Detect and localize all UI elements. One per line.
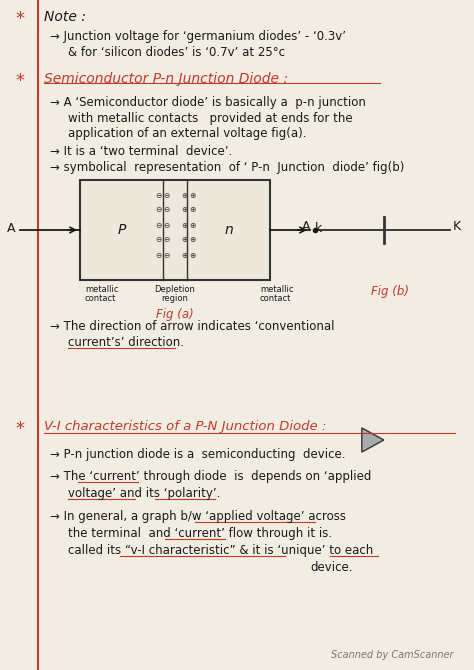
Text: Fig (b): Fig (b)	[371, 285, 409, 298]
Text: metallic: metallic	[85, 285, 118, 294]
Text: ⊖: ⊖	[155, 220, 161, 230]
Text: ⊕: ⊕	[181, 251, 187, 259]
Text: voltage’ and its ‘polarity’.: voltage’ and its ‘polarity’.	[68, 487, 220, 500]
Text: & for ‘silicon diodes’ is ‘0.7v’ at 25°c: & for ‘silicon diodes’ is ‘0.7v’ at 25°c	[68, 46, 285, 59]
Text: application of an external voltage fig(a).: application of an external voltage fig(a…	[68, 127, 307, 140]
Text: region: region	[162, 294, 189, 303]
Text: ⊖: ⊖	[155, 251, 161, 259]
Text: A: A	[301, 220, 310, 234]
Text: ⊕: ⊕	[189, 190, 195, 200]
Text: → A ‘Semiconductor diode’ is basically a  p-n junction: → A ‘Semiconductor diode’ is basically a…	[50, 96, 366, 109]
Text: ⊖: ⊖	[155, 235, 161, 245]
Text: *: *	[16, 420, 25, 438]
Text: ⊖: ⊖	[155, 206, 161, 214]
Text: ⊕: ⊕	[181, 190, 187, 200]
Text: → In general, a graph b/w ‘applied voltage’ across: → In general, a graph b/w ‘applied volta…	[50, 510, 346, 523]
Text: ⊖: ⊖	[163, 235, 169, 245]
Text: ⊖: ⊖	[155, 190, 161, 200]
Text: with metallic contacts   provided at ends for the: with metallic contacts provided at ends …	[68, 112, 353, 125]
Text: V-I characteristics of a P-N Junction Diode :: V-I characteristics of a P-N Junction Di…	[44, 420, 327, 433]
Text: ⊕: ⊕	[189, 251, 195, 259]
Text: Depletion: Depletion	[155, 285, 195, 294]
Text: ⊕: ⊕	[189, 220, 195, 230]
Text: → Junction voltage for ‘germanium diodes’ - ‘0.3v’: → Junction voltage for ‘germanium diodes…	[50, 30, 346, 43]
Text: device.: device.	[310, 561, 353, 574]
Text: P: P	[117, 223, 126, 237]
Text: the terminal  and ‘current’ flow through it is.: the terminal and ‘current’ flow through …	[68, 527, 332, 540]
Text: → The direction of arrow indicates ‘conventional: → The direction of arrow indicates ‘conv…	[50, 320, 335, 333]
Text: current’s’ direction.: current’s’ direction.	[68, 336, 184, 349]
Text: Fig (a): Fig (a)	[156, 308, 194, 321]
Text: ⊕: ⊕	[181, 206, 187, 214]
Text: → symbolical  representation  of ‘ P-n  Junction  diode’ fig(b): → symbolical representation of ‘ P-n Jun…	[50, 161, 404, 174]
Text: contact: contact	[260, 294, 292, 303]
Text: ⊖: ⊖	[163, 220, 169, 230]
Text: called its “v-I characteristic” & it is ‘unique’ to each: called its “v-I characteristic” & it is …	[68, 544, 373, 557]
Text: → It is a ‘two terminal  device’.: → It is a ‘two terminal device’.	[50, 145, 232, 158]
Text: → The ‘current’ through diode  is  depends on ‘applied: → The ‘current’ through diode is depends…	[50, 470, 371, 483]
Text: k: k	[315, 222, 322, 234]
Text: n: n	[224, 223, 233, 237]
Text: *: *	[16, 72, 25, 90]
Text: ⊕: ⊕	[189, 206, 195, 214]
Text: A: A	[7, 222, 15, 234]
Text: ⊖: ⊖	[163, 206, 169, 214]
Text: K: K	[453, 220, 461, 234]
Text: ⊖: ⊖	[163, 251, 169, 259]
Text: Semiconductor P-n Junction Diode :: Semiconductor P-n Junction Diode :	[44, 72, 288, 86]
Text: Scanned by CamScanner: Scanned by CamScanner	[331, 650, 454, 660]
Text: ⊖: ⊖	[163, 190, 169, 200]
Text: → P-n junction diode is a  semiconducting  device.: → P-n junction diode is a semiconducting…	[50, 448, 346, 461]
Text: *: *	[16, 10, 25, 28]
Text: contact: contact	[85, 294, 117, 303]
Polygon shape	[362, 428, 384, 452]
Bar	[80, 180, 270, 280]
Text: Note :: Note :	[44, 10, 86, 24]
Text: ⊕: ⊕	[189, 235, 195, 245]
Text: ⊕: ⊕	[181, 220, 187, 230]
Text: metallic: metallic	[260, 285, 293, 294]
Text: ⊕: ⊕	[181, 235, 187, 245]
